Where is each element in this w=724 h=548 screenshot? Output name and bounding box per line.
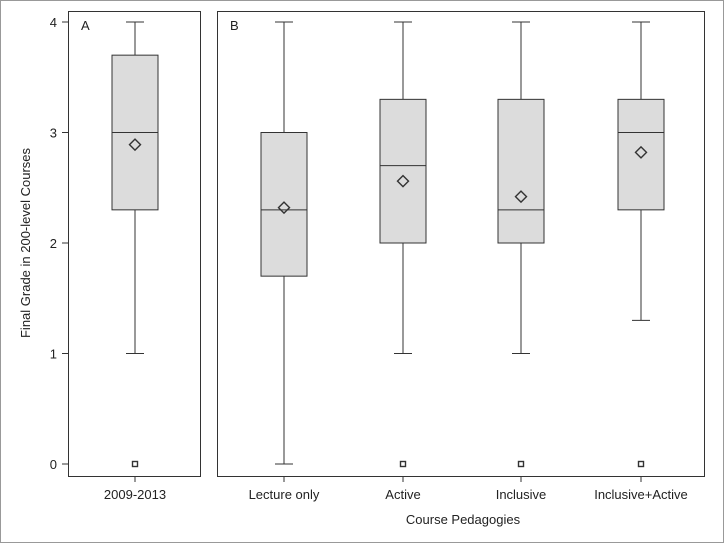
x-tick-label-lecture-only: Lecture only (249, 487, 320, 502)
y-tick-label-4: 4 (50, 15, 57, 30)
x-tick-label-active: Active (385, 487, 420, 502)
y-tick-label-0: 0 (50, 457, 57, 472)
y-tick-label-2: 2 (50, 236, 57, 251)
box-active (379, 98, 427, 244)
x-tick-label-2009-2013: 2009-2013 (104, 487, 166, 502)
mean-marker-lecture-only (277, 201, 291, 215)
y-tick-label-3: 3 (50, 126, 57, 141)
x-axis-label: Course Pedagogies (406, 512, 521, 527)
mean-marker-inclusive-active (634, 145, 648, 159)
y-tick-label-1: 1 (50, 347, 57, 362)
mean-marker-active (396, 174, 410, 188)
outlier-inclusive-active-0 (637, 460, 645, 468)
mean-marker-inclusive (514, 190, 528, 204)
box-inclusive (497, 98, 545, 244)
box-inclusive-active (617, 98, 665, 211)
panel-label-A: A (81, 18, 90, 33)
outlier-active-0 (399, 460, 407, 468)
x-tick-label-inclusive: Inclusive (496, 487, 547, 502)
outlier-2009-2013-0 (131, 460, 139, 468)
x-tick-label-inclusive-active: Inclusive+Active (594, 487, 688, 502)
box-lecture-only (260, 132, 308, 277)
mean-marker-2009-2013 (128, 138, 142, 152)
plot-layer: 0 1 2 3 4 A 2009-2013 B Lecture only Active Inclus… (50, 11, 705, 502)
panel-label-B: B (230, 18, 239, 33)
y-axis-label: Final Grade in 200-level Courses (18, 147, 33, 338)
outlier-inclusive-0 (517, 460, 525, 468)
